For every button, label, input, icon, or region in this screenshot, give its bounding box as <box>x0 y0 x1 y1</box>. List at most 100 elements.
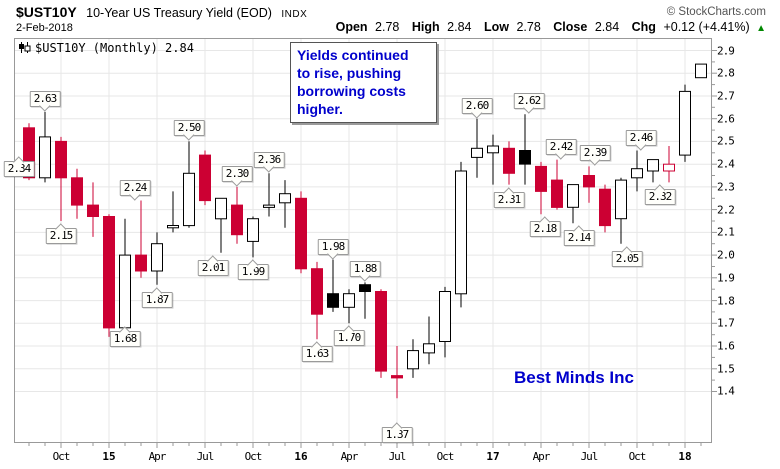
close-label: Close <box>553 20 588 34</box>
candle-jun-2015 <box>183 141 195 228</box>
value-callout-2.01: 2.01 <box>197 255 229 276</box>
candlestick-type-icon <box>19 42 31 53</box>
high-value: 2.84 <box>447 20 472 34</box>
x-axis-label-15: 15 <box>102 450 116 463</box>
value-callout-2.05: 2.05 <box>611 246 643 267</box>
quote-bar: Open 2.78 High 2.84 Low 2.78 Close 2.84 … <box>336 20 766 34</box>
value-callout-1.63: 1.63 <box>301 341 333 363</box>
candle-feb-2017 <box>503 141 515 185</box>
value-callout-2.63: 2.63 <box>29 90 61 112</box>
candle-nov-2015 <box>263 173 275 217</box>
candle-mar-2015 <box>135 200 147 278</box>
x-axis-label-oct: Oct <box>628 450 647 463</box>
value-callout-1.98: 1.98 <box>317 238 349 260</box>
candle-aug-2017 <box>599 184 611 233</box>
candle-dec-2016 <box>471 118 483 178</box>
value-callout-2.42: 2.42 <box>545 138 577 160</box>
candle-sep-2016 <box>423 316 435 365</box>
candle-jan-2018 <box>679 84 691 162</box>
value-callout-2.60: 2.60 <box>461 97 493 119</box>
chart-title: 10-Year US Treasury Yield (EOD) <box>86 6 272 20</box>
candle-mar-2016 <box>327 259 339 312</box>
open-value: 2.78 <box>375 20 400 34</box>
value-callout-2.30: 2.30 <box>221 165 253 187</box>
value-callout-2.36: 2.36 <box>253 152 285 173</box>
x-axis-label-oct: Oct <box>52 450 71 463</box>
candle-may-2016 <box>359 282 371 319</box>
annotation-line: to rise, pushing <box>297 65 402 81</box>
value-callout-1.37: 1.37 <box>381 422 413 444</box>
value-callout-2.32: 2.32 <box>644 184 676 206</box>
x-axis-label-apr: Apr <box>532 450 551 463</box>
candle-jan-2016 <box>295 191 307 274</box>
candle-dec-2014 <box>87 182 99 237</box>
header-row-1: $UST10Y 10-Year US Treasury Yield (EOD) … <box>16 4 307 20</box>
value-callout-2.18: 2.18 <box>529 216 561 238</box>
watermark-text: Best Minds Inc <box>514 368 634 387</box>
annotation-box: Yields continued to rise, pushing borrow… <box>290 42 437 123</box>
value-callout-1.68: 1.68 <box>109 326 141 348</box>
y-axis-label: 2.9 <box>717 44 735 57</box>
y-axis-label: 1.4 <box>717 384 735 398</box>
candle-jan-2015 <box>103 214 115 337</box>
annotation-line: borrowing costs <box>297 83 406 99</box>
candle-mar-2017 <box>519 114 531 185</box>
value-callout-1.88: 1.88 <box>349 261 381 283</box>
candle-apr-2016 <box>343 289 355 324</box>
value-callout-2.39: 2.39 <box>579 145 611 167</box>
candle-jul-2016 <box>391 346 403 399</box>
y-axis-label: 1.7 <box>717 316 735 330</box>
candle-oct-2017 <box>631 150 643 192</box>
annotation-line: higher. <box>297 101 343 117</box>
candle-oct-2016 <box>439 286 451 358</box>
x-axis-label-oct: Oct <box>436 450 455 463</box>
y-axis-label: 1.8 <box>717 294 735 308</box>
stockcharts-credit-link[interactable]: © StockCharts.com <box>666 6 766 18</box>
y-axis-label: 1.5 <box>717 362 735 376</box>
chg-up-arrow-icon: ▲ <box>756 23 766 34</box>
candle-aug-2016 <box>407 339 419 378</box>
y-axis-label: 2.1 <box>717 225 735 239</box>
x-axis-label-jul: Jul <box>580 450 599 463</box>
high-label: High <box>411 20 440 34</box>
candle-sep-2014 <box>39 111 51 183</box>
candle-feb-2016 <box>311 261 323 340</box>
annotation-line: Yields continued <box>297 47 409 63</box>
y-axis-label: 2.2 <box>717 203 735 217</box>
candle-sep-2015 <box>231 186 243 244</box>
y-axis-label: 2.4 <box>717 157 735 171</box>
exchange-label: INDX <box>281 9 308 20</box>
chart-series-label: $UST10Y (Monthly) 2.84 <box>18 41 194 55</box>
x-axis-label-apr: Apr <box>148 450 167 463</box>
candle-jun-2017 <box>567 184 579 224</box>
x-axis-label-jul: Jul <box>196 450 215 463</box>
open-label: Open <box>335 20 368 34</box>
chg-value: +0.12 (+4.41%) <box>663 20 750 34</box>
candle-nov-2017 <box>647 159 659 183</box>
value-callout-2.50: 2.50 <box>173 120 205 142</box>
candle-feb-2018 <box>695 63 707 79</box>
value-callout-2.46: 2.46 <box>625 129 657 151</box>
low-value: 2.78 <box>516 20 541 34</box>
candle-jun-2016 <box>375 289 387 378</box>
candle-dec-2015 <box>279 180 291 228</box>
value-callout-2.14: 2.14 <box>563 225 595 247</box>
chg-label: Chg <box>631 20 656 34</box>
x-axis-label-18: 18 <box>678 450 692 463</box>
candle-may-2015 <box>167 191 179 233</box>
ticker-symbol: $UST10Y <box>16 4 77 20</box>
x-axis-label-17: 17 <box>486 450 500 463</box>
value-callout-1.70: 1.70 <box>333 325 365 347</box>
candle-dec-2017 <box>663 146 675 183</box>
candle-aug-2015 <box>215 197 227 253</box>
candle-sep-2017 <box>615 177 627 244</box>
value-callout-2.62: 2.62 <box>513 93 545 114</box>
candle-may-2017 <box>551 159 563 210</box>
candle-feb-2015 <box>119 218 131 331</box>
x-axis-label-apr: Apr <box>340 450 359 463</box>
y-axis-label: 1.9 <box>717 271 735 285</box>
close-value: 2.84 <box>594 20 620 34</box>
candle-apr-2015 <box>151 232 163 285</box>
y-axis-label: 1.6 <box>717 339 735 353</box>
